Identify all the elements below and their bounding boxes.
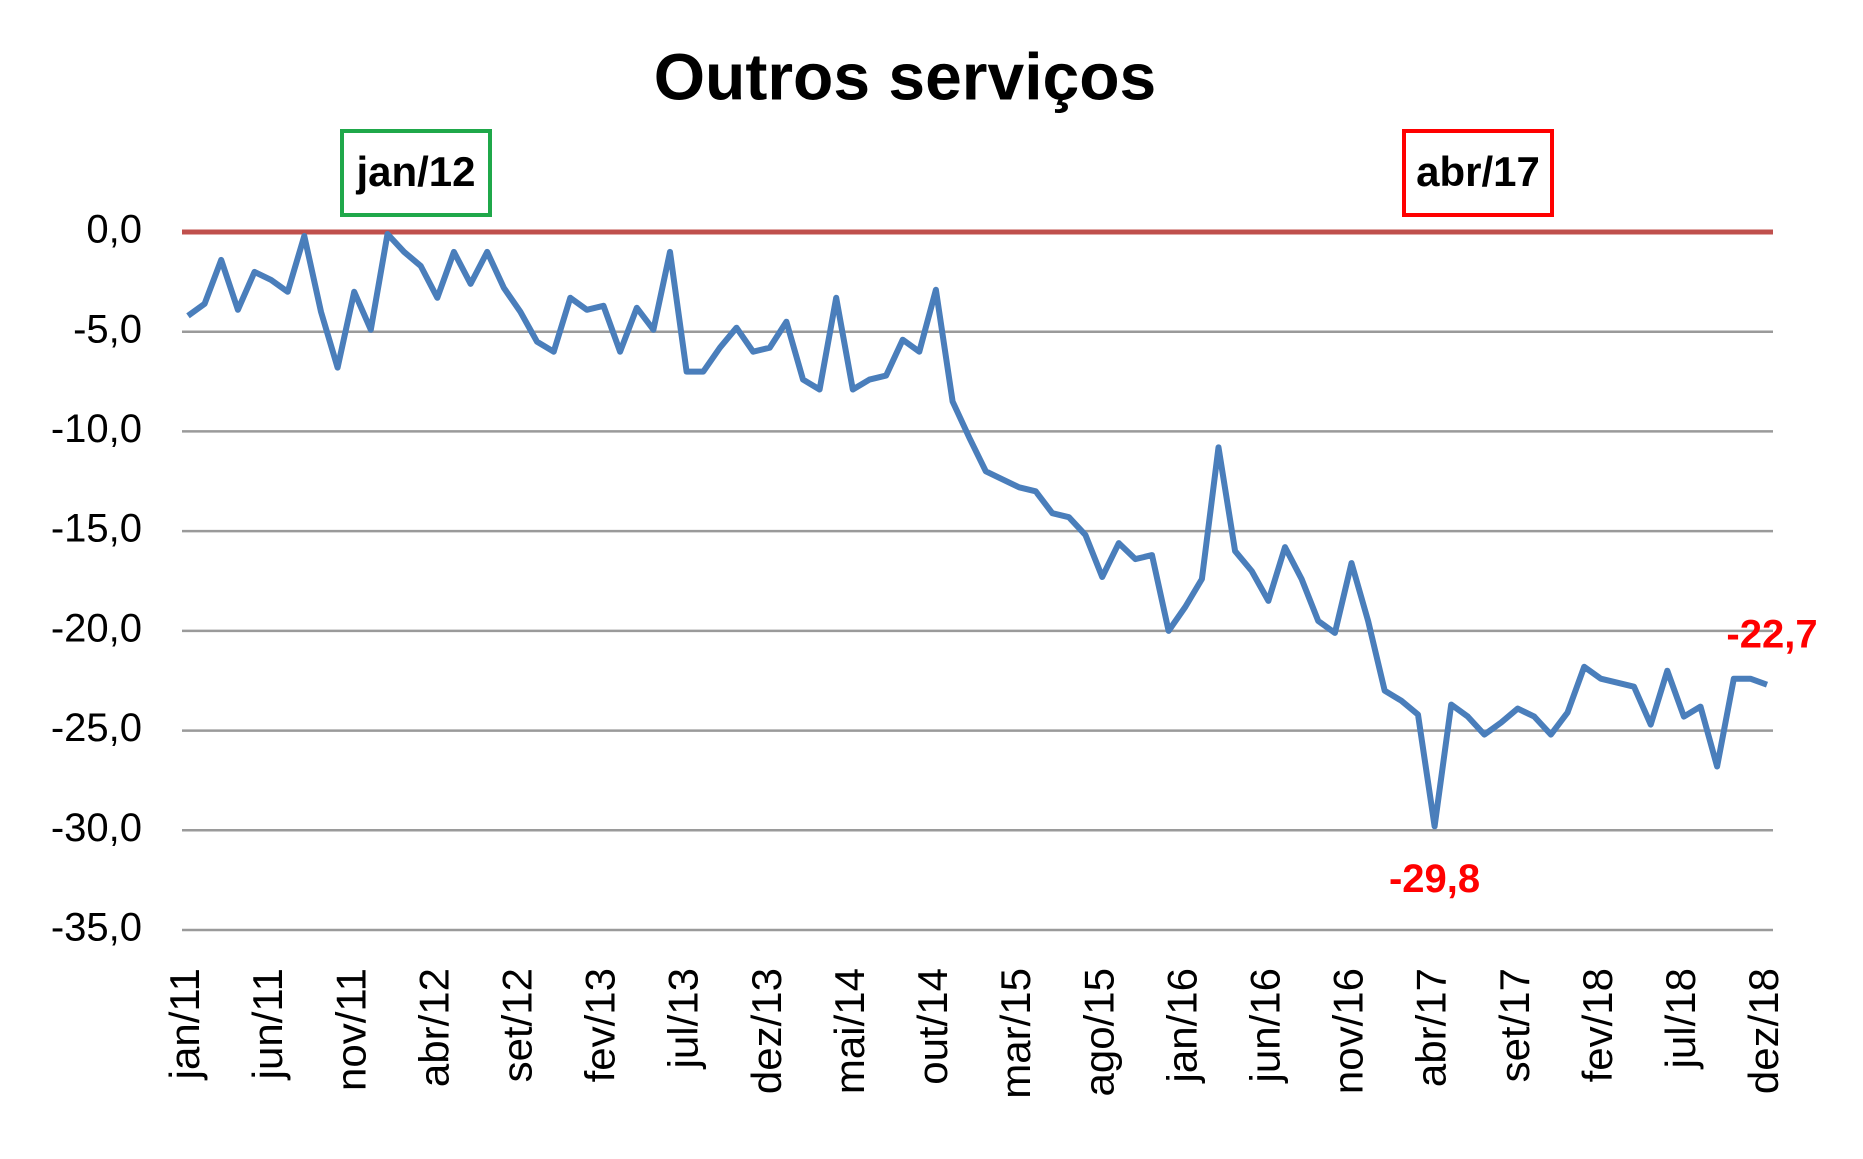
annotation: jan/12 (355, 148, 475, 195)
x-tick-label: fev/18 (1574, 968, 1621, 1082)
x-tick-label: ago/15 (1075, 968, 1122, 1096)
x-tick-label: jan/16 (1158, 968, 1205, 1084)
x-tick-label: set/17 (1491, 968, 1538, 1082)
x-tick-label: nov/11 (327, 968, 374, 1091)
x-tick-label: abr/17 (1408, 968, 1455, 1087)
x-tick-label: dez/18 (1740, 968, 1787, 1094)
x-tick-label: dez/13 (743, 968, 790, 1094)
data-label: -22,7 (1726, 612, 1817, 656)
line-series (186, 231, 1769, 830)
y-tick-label: -20,0 (51, 606, 142, 650)
chart-title: Outros serviços (654, 39, 1157, 113)
data-label: -29,8 (1389, 857, 1480, 901)
x-tick-label: jun/16 (1241, 968, 1288, 1084)
annotation-box (1402, 129, 1554, 217)
x-tick-label: mai/14 (826, 968, 873, 1094)
annotation: abr/17 (1416, 148, 1540, 195)
y-tick-label: -5,0 (73, 307, 142, 351)
y-tick-label: -15,0 (51, 507, 142, 551)
annotation-box (340, 129, 492, 217)
x-tick-label: fev/13 (577, 968, 624, 1082)
x-tick-label: out/14 (909, 968, 956, 1085)
x-tick-label: jan/11 (161, 968, 208, 1081)
y-tick-label: -10,0 (51, 407, 142, 451)
y-tick-label: 0,0 (86, 208, 142, 252)
y-tick-label: -35,0 (51, 906, 142, 950)
x-tick-label: jul/18 (1657, 968, 1704, 1070)
x-tick-label: abr/12 (410, 968, 457, 1087)
x-tick-label: set/12 (494, 968, 541, 1082)
y-tick-label: -25,0 (51, 706, 142, 750)
x-tick-label: nov/16 (1325, 968, 1372, 1094)
x-tick-label: mar/15 (992, 968, 1039, 1099)
x-tick-label: jun/11 (244, 968, 291, 1081)
y-tick-label: -30,0 (51, 806, 142, 850)
x-tick-label: jul/13 (660, 968, 707, 1070)
